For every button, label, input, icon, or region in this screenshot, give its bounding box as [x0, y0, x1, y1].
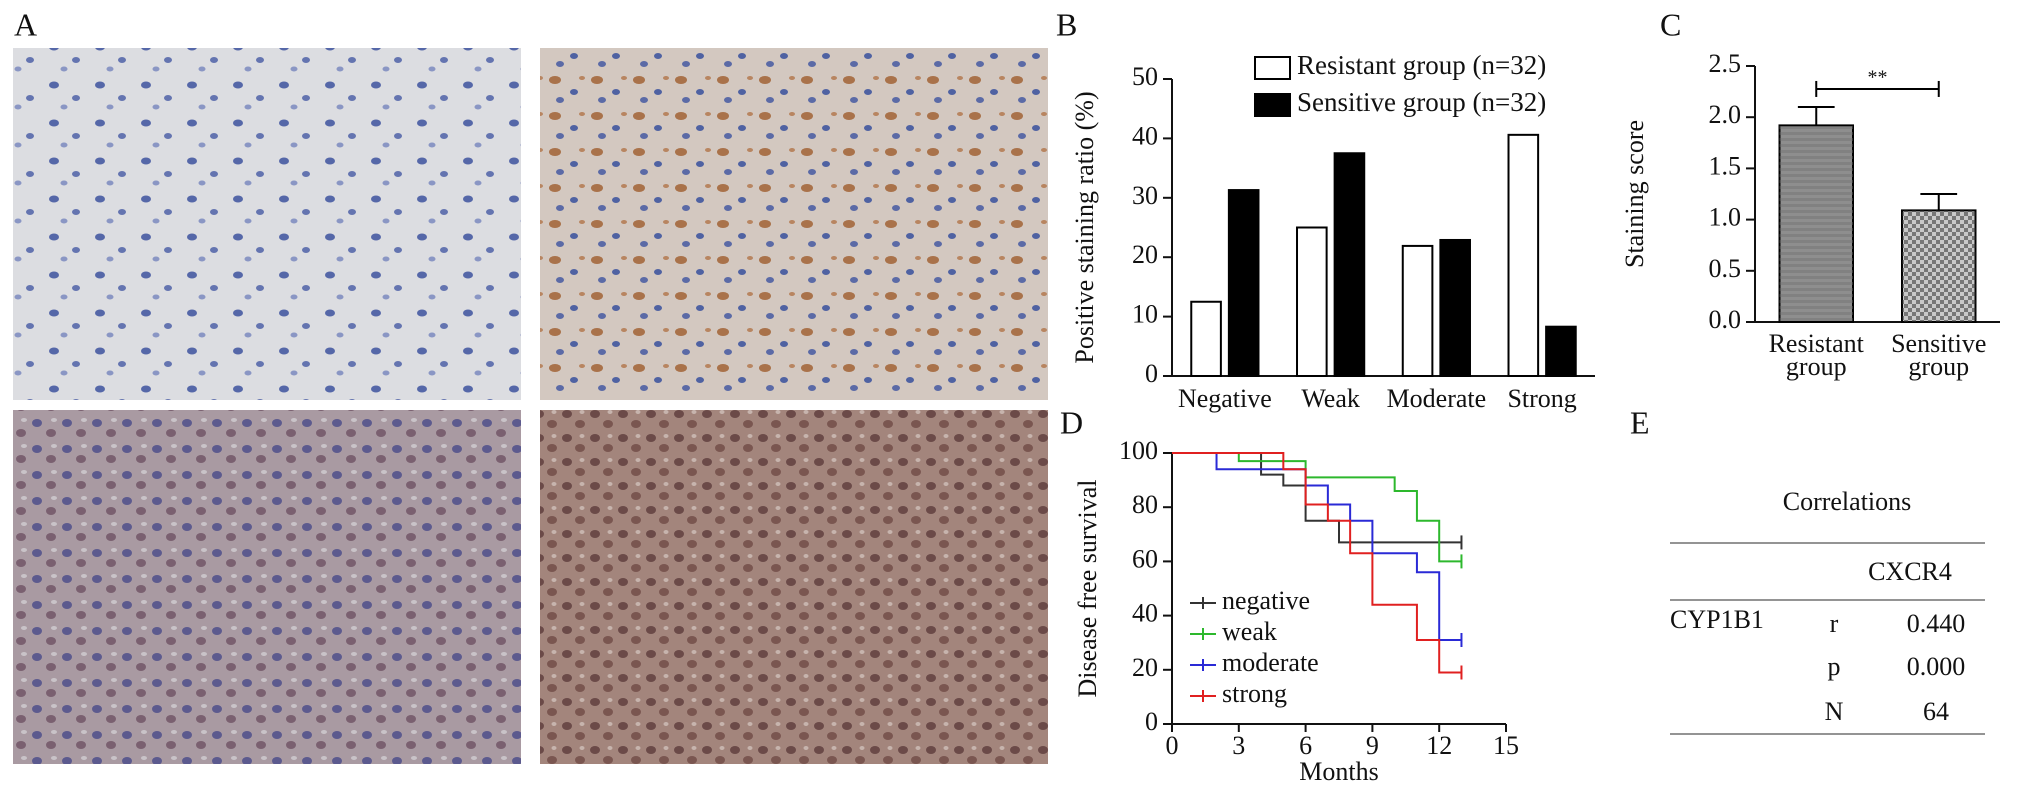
x-tick-label: Strong — [1507, 384, 1576, 413]
bar-texture — [1779, 125, 1853, 322]
y-tick-label: 60 — [1132, 544, 1158, 573]
bar — [1401, 244, 1434, 377]
y-axis-label: Disease free survival — [1073, 479, 1102, 697]
micrograph — [540, 48, 1048, 400]
bar — [1439, 238, 1471, 377]
y-tick-label: 2.5 — [1709, 49, 1742, 78]
y-tick-label: 40 — [1132, 599, 1158, 628]
table-stat: p — [1828, 652, 1841, 681]
y-tick-label: 100 — [1119, 436, 1158, 465]
bar — [1296, 226, 1328, 377]
x-tick-label: 3 — [1232, 731, 1245, 760]
table-title: Correlations — [1783, 487, 1912, 516]
x-tick-label: 15 — [1493, 731, 1519, 760]
table-column: CXCR4 — [1868, 557, 1952, 586]
panel-label: A — [14, 6, 37, 42]
panel-label: B — [1056, 6, 1077, 42]
table-value: 0.000 — [1907, 652, 1966, 681]
y-tick-label: 40 — [1132, 121, 1158, 150]
x-tick-label: Moderate — [1387, 384, 1487, 413]
x-tick-label: Weak — [1301, 384, 1360, 413]
table-value: 0.440 — [1907, 609, 1966, 638]
x-tick-label: 0 — [1166, 731, 1179, 760]
micrograph — [540, 410, 1048, 764]
x-tick-label: 12 — [1426, 731, 1452, 760]
y-tick-label: 0 — [1145, 359, 1158, 388]
bar — [1190, 300, 1222, 377]
table-stat: N — [1825, 697, 1844, 726]
y-tick-label: 2.0 — [1709, 100, 1742, 129]
legend-label: strong — [1222, 679, 1287, 708]
bar-texture — [1902, 210, 1976, 322]
legend-label: weak — [1222, 617, 1277, 646]
panel-label: C — [1660, 6, 1681, 42]
survival-curve — [1172, 452, 1462, 563]
table-stat: r — [1830, 609, 1839, 638]
x-axis-label: Months — [1299, 757, 1378, 786]
bar — [1545, 325, 1577, 377]
y-tick-label: 20 — [1132, 653, 1158, 682]
y-tick-label: 50 — [1132, 62, 1158, 91]
x-tick-label: 6 — [1299, 731, 1312, 760]
survival-curve — [1172, 452, 1462, 544]
y-tick-label: 0.5 — [1709, 254, 1742, 283]
bar — [1333, 152, 1366, 377]
micrograph — [13, 48, 521, 400]
y-tick-label: 20 — [1132, 240, 1158, 269]
y-tick-label: 0.0 — [1709, 305, 1742, 334]
y-axis-label: Staining score — [1620, 120, 1649, 268]
panel-label: E — [1630, 404, 1650, 440]
panel-label: D — [1060, 404, 1083, 440]
legend-label: Resistant group (n=32) — [1297, 50, 1546, 80]
y-axis-label: Positive staining ratio (%) — [1070, 91, 1099, 363]
y-tick-label: 1.0 — [1709, 203, 1742, 232]
bar — [1507, 133, 1540, 377]
y-tick-label: 10 — [1132, 300, 1158, 329]
x-tick-label: Negative — [1178, 384, 1272, 413]
survival-curve — [1172, 452, 1462, 674]
legend-swatch — [1254, 93, 1291, 117]
x-tick-label: Resistant group — [1768, 329, 1864, 381]
table-row-group: CYP1B1 — [1670, 605, 1764, 634]
x-tick-label: Sensitive group — [1891, 329, 1987, 381]
survival-curve — [1172, 452, 1462, 641]
table-value: 64 — [1923, 697, 1949, 726]
y-tick-label: 1.5 — [1709, 151, 1742, 180]
legend-label: negative — [1222, 586, 1310, 615]
significance-label: ** — [1868, 67, 1888, 89]
legend-label: moderate — [1222, 648, 1319, 677]
y-tick-label: 30 — [1132, 181, 1158, 210]
legend-label: Sensitive group (n=32) — [1297, 87, 1546, 117]
x-tick-label: 9 — [1366, 731, 1379, 760]
y-tick-label: 80 — [1132, 490, 1158, 519]
y-tick-label: 0 — [1145, 707, 1158, 736]
bar — [1227, 189, 1260, 377]
micrograph — [13, 410, 521, 764]
legend-swatch — [1254, 56, 1291, 80]
